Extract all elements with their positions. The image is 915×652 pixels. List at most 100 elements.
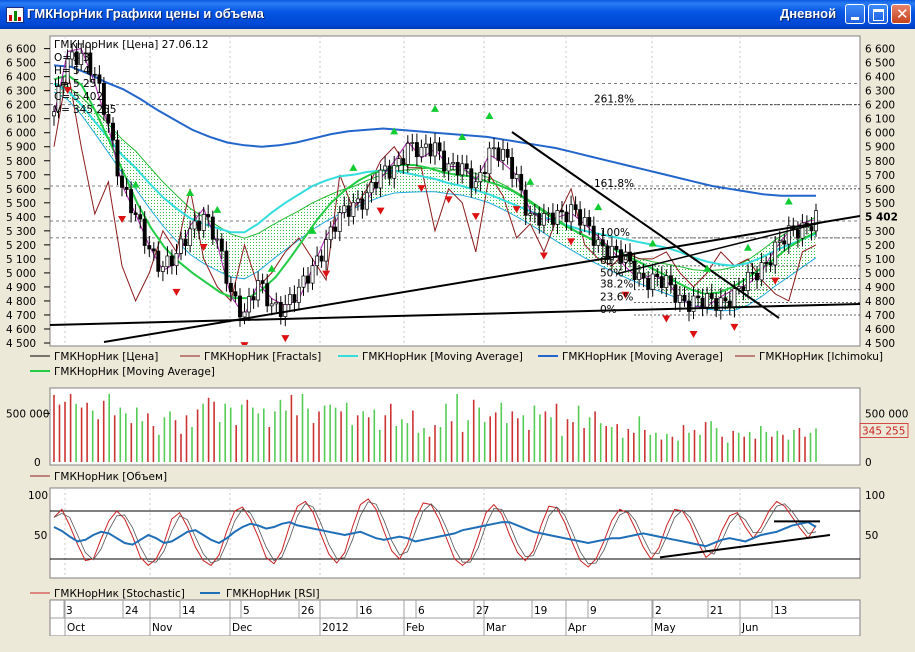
oscillator-axis-left-label: 50 bbox=[34, 530, 47, 542]
price-axis-left-label: 6 300 bbox=[6, 86, 36, 98]
candle-body bbox=[541, 213, 546, 226]
candle-body bbox=[324, 239, 329, 262]
candle-body bbox=[732, 288, 737, 309]
info-high-value: 5 4 bbox=[73, 65, 90, 77]
price-axis-right-label: 6 600 bbox=[865, 44, 895, 56]
ichimoku-span-a-line bbox=[53, 83, 817, 272]
candle-body bbox=[247, 296, 251, 313]
month-label: Nov bbox=[152, 622, 173, 634]
day-label: 26 bbox=[301, 605, 315, 617]
candle-body bbox=[773, 241, 778, 266]
fractal-markers bbox=[63, 87, 793, 345]
price-axis-right-label: 4 800 bbox=[865, 296, 895, 308]
fractal-down-marker bbox=[417, 185, 426, 193]
candle-body bbox=[714, 298, 719, 311]
candle-body bbox=[419, 146, 424, 158]
candle-body bbox=[718, 297, 723, 311]
price-axis-right-label: 5 800 bbox=[865, 156, 895, 168]
candle-body bbox=[446, 163, 451, 172]
candle-body bbox=[437, 142, 442, 152]
candle-body bbox=[401, 158, 406, 165]
candle-body bbox=[142, 218, 147, 246]
candle-body bbox=[505, 149, 510, 158]
candle-body bbox=[183, 238, 188, 247]
candle-body bbox=[374, 182, 378, 189]
fibonacci-label: 61.8% bbox=[600, 255, 633, 267]
candle-body bbox=[736, 286, 741, 290]
volume-last-value-box bbox=[859, 422, 909, 438]
candle-body bbox=[360, 198, 365, 210]
candle-body bbox=[746, 271, 750, 291]
month-label: Oct bbox=[67, 622, 85, 634]
candle-body bbox=[487, 147, 492, 175]
day-label: 21 bbox=[710, 605, 723, 617]
candle-body bbox=[596, 239, 601, 246]
candle-body bbox=[383, 165, 388, 171]
candle-body bbox=[355, 198, 360, 203]
oscillator-axis-right-label: 50 bbox=[865, 530, 878, 542]
candle-body bbox=[587, 217, 592, 227]
candle-body bbox=[677, 294, 682, 303]
info-open-label: O= bbox=[54, 52, 71, 64]
candle-body bbox=[83, 52, 88, 55]
fractal-up-marker bbox=[458, 132, 467, 140]
candle-body bbox=[333, 226, 338, 232]
info-volume-label: V= bbox=[54, 104, 70, 116]
fractal-down-marker bbox=[444, 196, 453, 204]
candle-body bbox=[655, 273, 660, 277]
title-bar[interactable]: ГМКНорНик Графики цены и объема Дневной … bbox=[0, 0, 915, 29]
rising-trend-line bbox=[103, 215, 860, 343]
candle-body bbox=[88, 52, 93, 75]
price-axis: 6 600 6 500 6 400 6 300 6 200 6 100 6 000 5 900… bbox=[6, 44, 898, 350]
candle-body bbox=[197, 220, 202, 231]
volume-bars bbox=[53, 393, 817, 462]
price-axis-left-label: 5 800 bbox=[6, 156, 36, 168]
candle-body bbox=[582, 217, 587, 226]
price-axis-left-label: 4 500 bbox=[6, 338, 36, 350]
price-axis-right-label: 5 600 bbox=[865, 184, 895, 196]
chart-area[interactable]: 261.8% 161.8% 100% 61.8%50%38.2%23.6%0% ГМК… bbox=[4, 32, 911, 636]
candle-body bbox=[664, 275, 669, 288]
candle-body bbox=[106, 114, 111, 124]
maximize-button[interactable] bbox=[868, 4, 888, 24]
candle-body bbox=[274, 302, 279, 305]
candle-body bbox=[478, 172, 483, 183]
fibonacci-label: 161.8% bbox=[594, 178, 634, 190]
fibonacci-labels: 261.8% 161.8% 100% 61.8%50%38.2%23.6%0% bbox=[594, 94, 634, 316]
candle-body bbox=[442, 150, 447, 172]
trend-lines bbox=[50, 131, 860, 343]
candle-body bbox=[306, 275, 310, 284]
candle-body bbox=[201, 214, 206, 231]
fractal-up-marker bbox=[703, 264, 712, 272]
candle-body bbox=[809, 226, 814, 232]
fractal-down-marker bbox=[376, 207, 385, 215]
fractal-down-marker bbox=[240, 342, 249, 345]
candle-body bbox=[378, 169, 383, 189]
info-low-label: L= bbox=[54, 78, 69, 90]
rsi-legend-label: ГМКНорНик [RSI] bbox=[226, 588, 320, 600]
candle-body bbox=[392, 165, 397, 179]
price-axis-right-label: 4 900 bbox=[865, 282, 895, 294]
fractal-down-marker bbox=[118, 215, 127, 223]
fibonacci-label: 261.8% bbox=[594, 94, 634, 106]
minimize-button[interactable] bbox=[845, 4, 865, 24]
price-axis-left-label: 4 900 bbox=[6, 282, 36, 294]
oscillator-axis-right-label: 100 bbox=[865, 490, 885, 502]
candle-body bbox=[464, 163, 469, 170]
price-axis-right-label: 6 300 bbox=[865, 86, 895, 98]
candle-body bbox=[691, 295, 696, 312]
candle-body bbox=[455, 162, 460, 176]
info-symbol: ГМКНорНик [Цена] 27.06.12 bbox=[54, 39, 209, 51]
candle-body bbox=[260, 280, 265, 284]
close-button[interactable]: ✕ bbox=[891, 4, 911, 24]
volume-legend: ГМКНорНик [Объем] bbox=[30, 471, 167, 483]
price-candles bbox=[52, 43, 818, 327]
candle-body bbox=[682, 294, 687, 302]
period-label[interactable]: Дневной bbox=[780, 6, 837, 21]
price-legend-label: ГМКНорНик [Moving Average] bbox=[362, 351, 523, 363]
candle-body bbox=[111, 122, 115, 141]
day-label: 24 bbox=[125, 605, 139, 617]
candle-body bbox=[160, 266, 165, 272]
price-axis-left-label: 6 500 bbox=[6, 58, 36, 70]
fractal-up-marker bbox=[784, 197, 793, 205]
